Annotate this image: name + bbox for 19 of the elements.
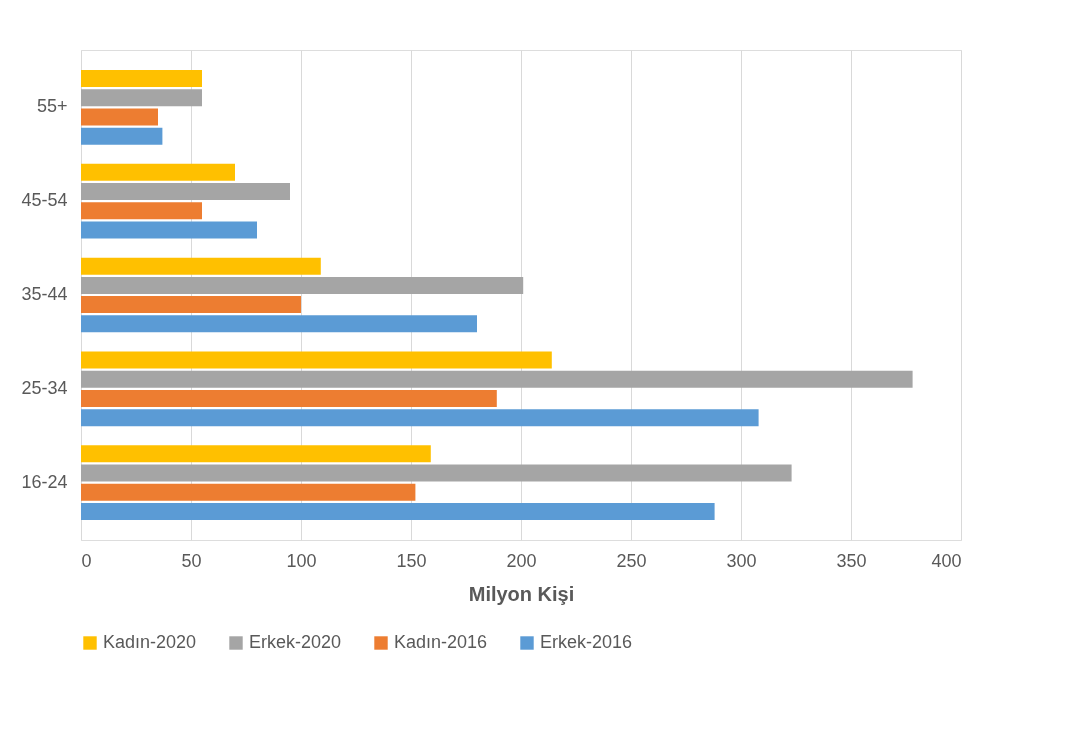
legend-label: Kadın-2016 (394, 632, 488, 652)
x-tick-label: 200 (506, 550, 537, 571)
x-tick-label: 400 (931, 550, 962, 571)
x-tick-label: 350 (836, 550, 867, 571)
y-tick-label: 16-24 (21, 471, 68, 492)
x-tick-label: 300 (726, 550, 757, 571)
y-tick-label: 45-54 (21, 190, 68, 211)
x-axis-title: Milyon Kişi (468, 582, 575, 605)
x-tick-label: 0 (81, 550, 92, 571)
x-tick-label: 250 (616, 550, 647, 571)
y-tick-label: 55+ (36, 96, 68, 117)
y-tick-label: 35-44 (21, 284, 68, 304)
x-tick-label: 50 (181, 550, 202, 571)
legend-label: Erkek-2016 (540, 632, 633, 652)
y-tick-label: 25-34 (21, 377, 68, 398)
legend-label: Erkek-2020 (249, 632, 342, 652)
x-tick-label: 100 (286, 550, 317, 571)
x-tick-label: 150 (396, 550, 427, 571)
legend-label: Kadın-2020 (103, 632, 197, 652)
